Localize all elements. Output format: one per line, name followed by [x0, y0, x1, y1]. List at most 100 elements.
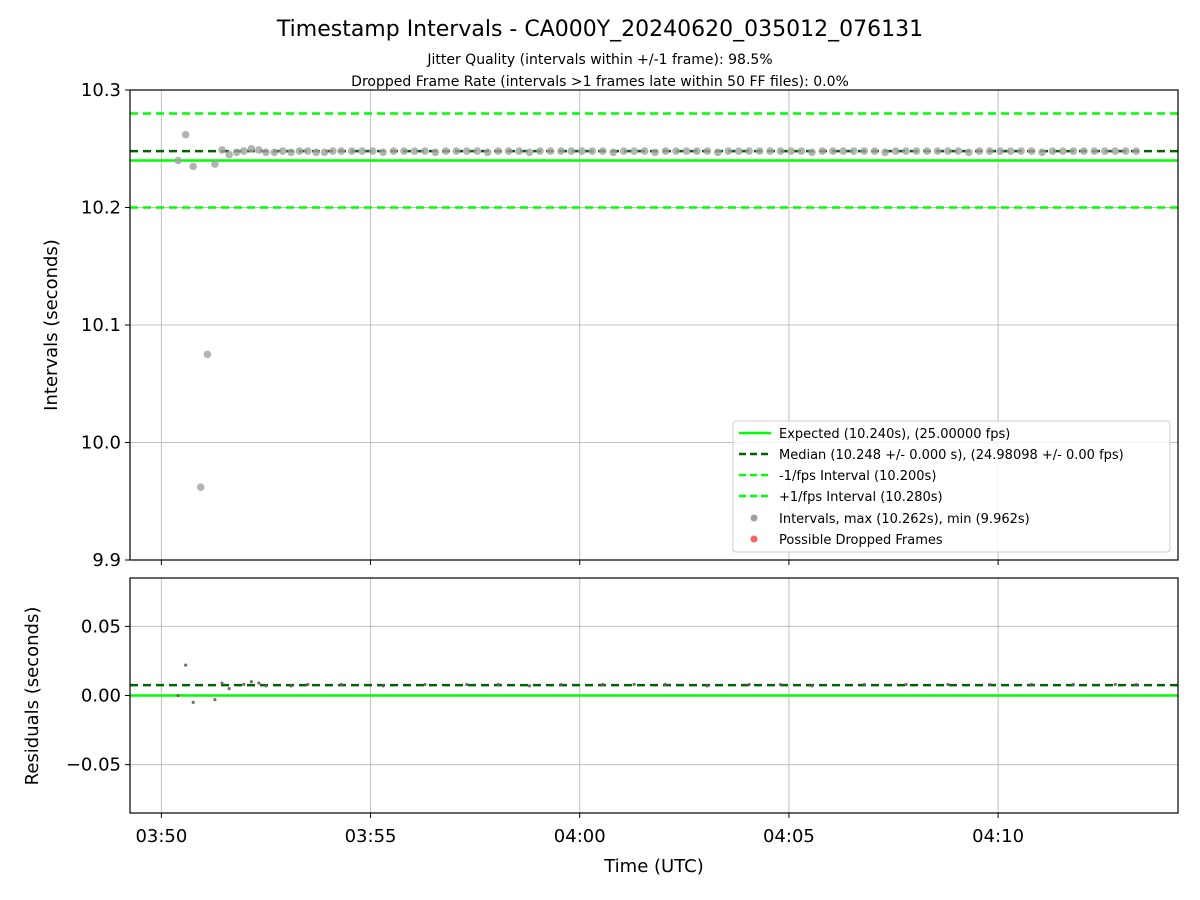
data-point: [431, 148, 440, 157]
data-point: [211, 160, 219, 168]
x-tick-label: 04:10: [972, 826, 1024, 847]
data-point: [1071, 682, 1076, 687]
data-point: [304, 147, 312, 155]
data-point: [829, 147, 837, 155]
data-point: [239, 147, 248, 155]
y-tick-label: 10.2: [81, 198, 121, 219]
data-point: [661, 147, 670, 155]
x-tick-label: 04:00: [554, 826, 606, 847]
data-point: [1048, 147, 1057, 155]
chart-subtitle-1: Jitter Quality (intervals within +/-1 fr…: [426, 52, 772, 68]
data-point: [181, 130, 190, 139]
residuals-y-ticks: −0.05 0.00 0.05: [66, 616, 130, 776]
data-point: [1059, 147, 1067, 155]
data-point: [891, 147, 900, 155]
data-point: [196, 483, 205, 491]
data-point: [810, 684, 814, 688]
data-point: [839, 147, 848, 155]
legend-label-expected: Expected (10.240s), (25.00000 fps): [779, 427, 1010, 442]
y-tick-label: 0.00: [81, 686, 121, 707]
data-point: [557, 147, 565, 155]
data-point: [849, 147, 858, 155]
data-point: [902, 147, 910, 155]
data-point: [452, 147, 461, 155]
data-point: [714, 148, 722, 157]
y-tick-label: 0.05: [81, 616, 121, 637]
data-point: [630, 147, 638, 155]
data-point: [295, 147, 304, 155]
data-point: [705, 684, 709, 688]
data-point: [358, 147, 366, 155]
intervals-points: [174, 130, 1140, 491]
x-axis-label: Time (UTC): [603, 856, 704, 877]
data-point: [176, 693, 180, 698]
data-point: [745, 147, 753, 155]
data-point: [1029, 682, 1034, 687]
data-point: [270, 148, 279, 157]
data-point: [536, 147, 544, 155]
data-point: [381, 684, 385, 688]
y-tick-label: 10.1: [81, 315, 121, 336]
data-point: [996, 147, 1004, 155]
data-point: [619, 147, 628, 155]
data-point: [776, 147, 785, 155]
residuals-points: [176, 663, 1138, 705]
residuals-reference-lines: [130, 683, 1178, 697]
data-point: [1017, 147, 1025, 155]
legend-label-minus-interval: -1/fps Interval (10.200s): [779, 469, 936, 484]
data-point: [1090, 147, 1099, 155]
data-point: [787, 147, 795, 155]
legend-swatch-dropped: [750, 535, 758, 543]
data-point: [578, 147, 586, 155]
data-point: [255, 146, 263, 154]
intervals-reference-lines: [130, 112, 1178, 209]
legend-label-median: Median (10.248 +/- 0.000 s), (24.98098 +…: [779, 448, 1124, 463]
legend-label-dropped: Possible Dropped Frames: [779, 533, 943, 548]
data-point: [933, 147, 942, 155]
data-point: [462, 147, 471, 155]
data-point: [347, 147, 356, 155]
data-point: [515, 147, 523, 155]
data-point: [189, 162, 197, 171]
data-point: [287, 148, 295, 157]
data-point: [588, 147, 597, 155]
data-point: [329, 147, 337, 155]
data-point: [640, 147, 649, 155]
data-point: [860, 147, 869, 155]
data-point: [483, 148, 492, 157]
data-point: [766, 147, 774, 155]
data-point: [421, 147, 429, 155]
data-point: [225, 150, 233, 159]
data-point: [1027, 147, 1036, 155]
legend-label-plus-interval: +1/fps Interval (10.280s): [779, 490, 943, 505]
data-point: [379, 148, 387, 157]
data-point: [693, 147, 701, 155]
y-tick-label: 10.0: [81, 433, 121, 454]
data-point: [442, 147, 450, 155]
data-point: [988, 682, 992, 687]
data-point: [410, 147, 419, 155]
data-point: [473, 147, 482, 155]
legend-label-intervals: Intervals, max (10.262s), min (9.962s): [779, 512, 1030, 527]
data-point: [337, 147, 346, 155]
data-point: [1134, 682, 1138, 687]
data-point: [954, 147, 963, 155]
intervals-y-ticks: 9.9 10.0 10.1 10.2 10.3: [81, 80, 130, 571]
y-tick-label: 10.3: [81, 80, 121, 101]
data-point: [525, 148, 534, 157]
data-point: [213, 698, 217, 702]
intervals-panel: 9.910.010.110.210.3 Intervals (seconds) …: [41, 80, 1179, 571]
x-tick-label: 03:50: [135, 826, 187, 847]
data-point: [242, 682, 246, 687]
data-point: [257, 681, 261, 685]
data-point: [320, 148, 329, 157]
data-point: [632, 682, 636, 687]
data-point: [609, 148, 618, 157]
data-point: [985, 147, 994, 155]
data-point: [965, 148, 973, 157]
data-point: [682, 147, 691, 155]
data-point: [923, 147, 931, 155]
intervals-y-label: Intervals (seconds): [41, 239, 62, 411]
data-point: [504, 147, 513, 155]
